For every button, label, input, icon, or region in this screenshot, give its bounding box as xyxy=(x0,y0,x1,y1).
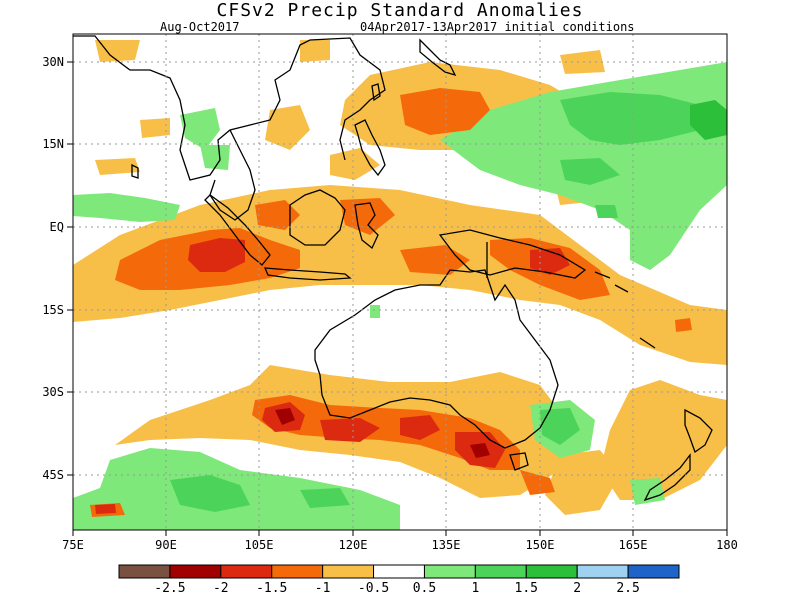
colorbar-label: 1 xyxy=(471,581,479,596)
coastline-australia xyxy=(314,269,559,449)
lat-tick-label: 30N xyxy=(42,55,64,69)
colorbar-swatch xyxy=(118,564,171,579)
dry-anomaly-extreme xyxy=(275,408,490,458)
colorbar-swatch xyxy=(220,564,273,579)
coastline-tasmania xyxy=(509,452,529,471)
coastline-sumatra xyxy=(204,194,271,266)
lat-tick-label: 45S xyxy=(42,468,64,482)
colorbar-label: -2.5 xyxy=(154,581,185,596)
colorbar-label: -1.5 xyxy=(256,581,287,596)
colorbar-swatch xyxy=(169,564,222,579)
colorbar-swatch xyxy=(322,564,375,579)
coastline-new-zealand-north xyxy=(684,408,713,454)
wet-anomaly-strong xyxy=(690,100,727,140)
coastline-solomon xyxy=(594,271,629,293)
lat-tick-label: 15S xyxy=(42,303,64,317)
lon-tick-label: 120E xyxy=(339,538,368,552)
coastline-new-guinea xyxy=(438,229,587,279)
coastline-philippines xyxy=(354,119,386,177)
lat-tick-label: 15N xyxy=(42,137,64,151)
colorbar-label: 1.5 xyxy=(515,581,538,596)
colorbar-swatch xyxy=(576,564,629,579)
lon-tick-label: 105E xyxy=(245,538,274,552)
lon-tick-label: 90E xyxy=(155,538,177,552)
coastlines xyxy=(73,35,713,502)
coastline-sri-lanka xyxy=(131,163,139,179)
lon-tick-label: 135E xyxy=(432,538,461,552)
colorbar-label: -1 xyxy=(315,581,331,596)
colorbar: -2.5 -2 -1.5 -1 -0.5 0.5 1 1.5 2 2.5 xyxy=(118,564,680,596)
lon-tick-label: 150E xyxy=(526,538,555,552)
colorbar-label: -0.5 xyxy=(358,581,389,596)
lon-tick-label: 165E xyxy=(619,538,648,552)
colorbar-swatch xyxy=(373,564,425,579)
lon-tick-label: 75E xyxy=(62,538,84,552)
coastline-indochina xyxy=(209,129,256,221)
lat-tick-label: EQ xyxy=(50,220,64,234)
coastline-taiwan xyxy=(371,83,381,102)
coastline-asia xyxy=(73,35,386,181)
coastline-borneo xyxy=(289,189,346,246)
map-title: CFSv2 Precip Standard Anomalies xyxy=(216,0,584,21)
map-frame xyxy=(72,33,728,531)
anomaly-shading xyxy=(73,40,727,530)
tick-marks xyxy=(67,61,728,536)
colorbar-swatch xyxy=(474,564,527,579)
colorbar-swatch xyxy=(525,564,578,579)
graticule xyxy=(73,34,727,530)
coastline-new-caledonia xyxy=(639,337,656,349)
colorbar-label: 0.5 xyxy=(413,581,436,596)
coastline-java xyxy=(263,267,352,281)
colorbar-swatch xyxy=(423,564,476,579)
colorbar-label: 2.5 xyxy=(616,581,639,596)
coastline-sulawesi xyxy=(354,202,379,250)
forecast-period: Aug-Oct2017 xyxy=(160,20,240,34)
colorbar-swatch xyxy=(627,564,680,579)
initial-conditions: 04Apr2017-13Apr2017 initial conditions xyxy=(360,20,635,34)
colorbar-label: 2 xyxy=(573,581,581,596)
colorbar-label: -2 xyxy=(213,581,229,596)
colorbar-swatch xyxy=(271,564,324,579)
dry-anomaly-medium xyxy=(90,88,692,517)
coastline-japan xyxy=(419,38,457,77)
wet-anomaly-medium xyxy=(170,92,700,512)
lon-tick-label: 180 xyxy=(716,538,738,552)
lat-tick-label: 30S xyxy=(42,385,64,399)
